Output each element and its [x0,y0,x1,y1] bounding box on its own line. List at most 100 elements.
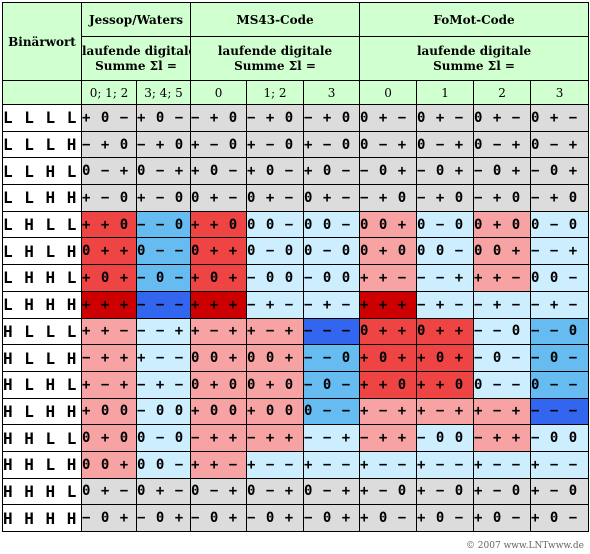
code-cell: + − − [416,450,475,479]
jessop-waters-header: Jessop/Waters [80,2,192,37]
table-row: L H H H + + + − − − + + + − + − − + − + + + − +… [2,290,590,319]
code-cell: 0 − + [359,130,418,159]
sum-value-header: 1; 2 [246,80,305,105]
sum-value-header: 3 [303,80,361,105]
code-cell: 0 − + [530,130,590,159]
table-row: H H H H − 0 + − 0 + − 0 + − 0 + − 0 + + 0 − + 0… [2,504,590,532]
code-cell: + 0 − [359,504,418,532]
code-cell: − 0 + [303,504,361,532]
code-cell: 0 0 + [359,210,418,239]
table-row: H L L L + + − − − + + − + + − + − − −0 + +0 +… [2,317,590,346]
code-cell: 0 + 0 [473,210,532,239]
code-cell: 0 − 0 [303,237,361,266]
binary-word: L H H L [2,264,82,292]
code-cell: + 0 − [303,157,361,186]
code-cell: − + + [359,424,418,452]
code-cell: + − − [359,450,418,479]
code-cell: 0 0 + [246,344,305,372]
code-cell: 0 + − [190,184,248,212]
sum-value-header: 0 [190,80,248,105]
code-cell: − + 0 [303,104,361,132]
code-cell: − − + [530,237,590,266]
code-cell: 0 − 0 [246,237,305,266]
running-sum-label: laufende digitale Summe Σl = [359,36,590,81]
code-cell: + − − [473,450,532,479]
code-cell: 0 − 0 [416,210,475,239]
code-cell: − 0 − [473,344,532,372]
code-cell: + + − [190,450,248,479]
code-cell: + 0 − [473,504,532,532]
binary-word: H H L L [2,424,82,452]
running-sum-label-line2: Summe Σl = [234,58,316,73]
code-cell: − 0 − [135,264,192,292]
binary-word: H H H L [2,477,82,506]
code-cell: + − − [246,450,305,479]
code-cell: + − 0 [359,477,418,506]
binary-word: H H L H [2,450,82,479]
code-cell: 0 − − [135,237,192,266]
code-cell: 0 − + [81,157,137,186]
sum-value-header: 3 [530,80,590,105]
code-cell: 0 0 − [416,237,475,266]
code-cell: + + − [473,264,532,292]
code-cell: − + 0 [135,130,192,159]
code-cell: + − 0 [190,130,248,159]
code-cell: − + + [190,424,248,452]
binary-word: L H H H [2,290,82,319]
binary-word: H L H H [2,397,82,426]
code-cell: + + 0 [416,370,475,399]
sum-value-header: 1 [416,80,475,105]
binary-word: H L L H [2,344,82,372]
code-cell: 0 − − [303,397,361,426]
code-cell: + + 0 [81,210,137,239]
binary-word: H L H L [2,370,82,399]
code-cell: − − − [530,397,590,426]
code-cell: 0 + − [303,184,361,212]
code-cell: 0 + − [473,104,532,132]
fomot-header: FoMot-Code [359,2,590,37]
code-cell: + + + [359,290,418,319]
code-cell: + − − [303,450,361,479]
code-cell: − + 0 [416,184,475,212]
code-cell: − − 0 [303,344,361,372]
code-cell: + − 0 [135,184,192,212]
code-cell: − 0 + [81,504,137,532]
running-sum-label-line2: Summe Σl = [95,58,177,73]
running-sum-label-line1: laufende digitale [416,43,532,58]
code-cell: − + 0 [473,184,532,212]
code-cell: − 0 + [416,157,475,186]
code-cell: − + − [135,370,192,399]
code-cell: + + − [81,317,137,346]
code-cell: + 0 − [530,504,590,532]
code-cell: + 0 0 [246,397,305,426]
code-cell: 0 0 + [473,237,532,266]
code-cell: 0 − + [190,477,248,506]
code-cell: − 0 + [530,157,590,186]
binary-word: L H L L [2,210,82,239]
code-cell: − 0 − [303,370,361,399]
binary-word: H L L L [2,317,82,346]
code-cell: 0 0 − [530,264,590,292]
code-cell: − 0 + [190,504,248,532]
code-cell: + − 0 [416,477,475,506]
code-cell: − + 0 [190,104,248,132]
code-cell: − 0 − [530,344,590,372]
code-cell: − 0 0 [416,424,475,452]
running-sum-label-line1: laufende digitale [217,43,333,58]
sum-value-header: 0 [359,80,418,105]
code-cell: 0 + 0 [359,237,418,266]
code-cell: + 0 − [190,157,248,186]
code-cell: 0 + − [246,184,305,212]
code-cell: − 0 + [473,157,532,186]
code-cell: − − + [135,317,192,346]
code-cell: − − + [416,264,475,292]
code-cell: − + + [81,344,137,372]
code-cell: − + − [246,290,305,319]
